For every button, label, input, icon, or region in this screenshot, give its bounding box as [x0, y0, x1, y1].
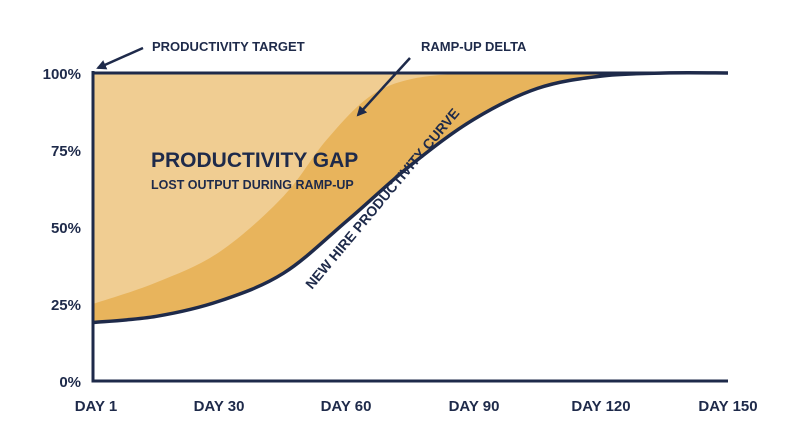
x-tick-label: DAY 60 — [321, 398, 372, 415]
ramp-up-delta-label: RAMP-UP DELTA — [421, 39, 527, 54]
y-tick-label: 25% — [51, 297, 81, 314]
ramp-up-delta-arrow — [356, 57, 411, 117]
ramp-up-delta-area — [93, 72, 728, 304]
y-tick-label: 75% — [51, 143, 81, 160]
target-arrow — [96, 46, 144, 70]
productivity-gap-title: PRODUCTIVITY GAP — [151, 149, 358, 172]
y-tick-label: 100% — [43, 66, 81, 83]
productivity-gap-subtitle: LOST OUTPUT DURING RAMP-UP — [151, 178, 354, 192]
x-tick-label: DAY 1 — [75, 398, 118, 415]
x-tick-label: DAY 90 — [449, 398, 500, 415]
y-axis-ticks: 0% 25% 50% 75% 100% — [43, 66, 81, 391]
y-tick-label: 50% — [51, 220, 81, 237]
x-tick-label: DAY 150 — [698, 398, 757, 415]
x-axis-ticks: DAY 1 DAY 30 DAY 60 DAY 90 DAY 120 DAY 1… — [75, 398, 758, 415]
y-tick-label: 0% — [59, 374, 81, 391]
x-tick-label: DAY 120 — [571, 398, 630, 415]
x-tick-label: DAY 30 — [194, 398, 245, 415]
productivity-target-label: PRODUCTIVITY TARGET — [152, 39, 305, 54]
new-hire-productivity-curve — [92, 71, 729, 325]
